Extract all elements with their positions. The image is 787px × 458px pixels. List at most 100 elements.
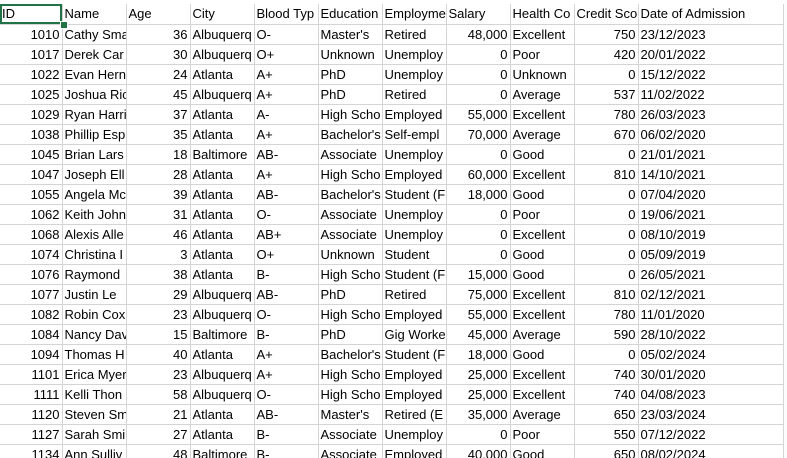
- cell-credit-score[interactable]: 0: [574, 244, 639, 265]
- cell-city[interactable]: Baltimore: [190, 444, 255, 458]
- cell-date-of-admission[interactable]: 20/01/2022: [638, 44, 784, 65]
- cell-age[interactable]: 23: [126, 364, 191, 385]
- cell-salary[interactable]: 70,000: [446, 124, 511, 145]
- cell-city[interactable]: Atlanta: [190, 344, 255, 365]
- cell-id[interactable]: 1101: [0, 364, 63, 385]
- cell-blood-type[interactable]: A+: [254, 64, 319, 85]
- cell-health-condition[interactable]: Excellent: [510, 104, 575, 125]
- cell-age[interactable]: 48: [126, 444, 191, 458]
- cell-education[interactable]: High Scho: [318, 384, 383, 405]
- cell-education[interactable]: High Scho: [318, 304, 383, 325]
- cell-blood-type[interactable]: B-: [254, 324, 319, 345]
- cell-name[interactable]: Nancy Dav: [62, 324, 127, 345]
- cell-id[interactable]: 1022: [0, 64, 63, 85]
- cell-date-of-admission[interactable]: 28/10/2022: [638, 324, 784, 345]
- cell-credit-score[interactable]: 590: [574, 324, 639, 345]
- cell-salary[interactable]: 0: [446, 424, 511, 445]
- header-cell-credit-score[interactable]: Credit Sco: [574, 4, 639, 25]
- cell-employment[interactable]: Employed: [382, 384, 447, 405]
- cell-health-condition[interactable]: Excellent: [510, 284, 575, 305]
- cell-age[interactable]: 58: [126, 384, 191, 405]
- cell-education[interactable]: High Scho: [318, 264, 383, 285]
- header-cell-blood-type[interactable]: Blood Typ: [254, 4, 319, 25]
- cell-salary[interactable]: 0: [446, 84, 511, 105]
- cell-employment[interactable]: Employed: [382, 364, 447, 385]
- cell-age[interactable]: 45: [126, 84, 191, 105]
- cell-health-condition[interactable]: Unknown: [510, 64, 575, 85]
- cell-blood-type[interactable]: O+: [254, 44, 319, 65]
- cell-date-of-admission[interactable]: 11/02/2022: [638, 84, 784, 105]
- cell-date-of-admission[interactable]: 08/02/2024: [638, 444, 784, 458]
- cell-credit-score[interactable]: 780: [574, 104, 639, 125]
- cell-employment[interactable]: Unemploy: [382, 424, 447, 445]
- cell-blood-type[interactable]: AB-: [254, 184, 319, 205]
- cell-id[interactable]: 1068: [0, 224, 63, 245]
- cell-blood-type[interactable]: AB+: [254, 224, 319, 245]
- cell-employment[interactable]: Employed: [382, 104, 447, 125]
- cell-blood-type[interactable]: B-: [254, 264, 319, 285]
- cell-city[interactable]: Albuquerq: [190, 284, 255, 305]
- cell-education[interactable]: Master's: [318, 24, 383, 45]
- header-cell-id[interactable]: ID: [0, 4, 63, 25]
- cell-education[interactable]: Unknown: [318, 244, 383, 265]
- cell-id[interactable]: 1055: [0, 184, 63, 205]
- cell-age[interactable]: 40: [126, 344, 191, 365]
- cell-date-of-admission[interactable]: 23/03/2024: [638, 404, 784, 425]
- cell-salary[interactable]: 0: [446, 144, 511, 165]
- cell-credit-score[interactable]: 740: [574, 384, 639, 405]
- cell-health-condition[interactable]: Average: [510, 124, 575, 145]
- cell-name[interactable]: Derek Car: [62, 44, 127, 65]
- cell-employment[interactable]: Employed: [382, 164, 447, 185]
- cell-salary[interactable]: 25,000: [446, 364, 511, 385]
- cell-id[interactable]: 1084: [0, 324, 63, 345]
- cell-salary[interactable]: 0: [446, 224, 511, 245]
- cell-id[interactable]: 1127: [0, 424, 63, 445]
- cell-salary[interactable]: 0: [446, 244, 511, 265]
- cell-age[interactable]: 38: [126, 264, 191, 285]
- cell-employment[interactable]: Student (F: [382, 344, 447, 365]
- cell-credit-score[interactable]: 537: [574, 84, 639, 105]
- cell-blood-type[interactable]: A-: [254, 104, 319, 125]
- cell-education[interactable]: Bachelor's: [318, 124, 383, 145]
- cell-name[interactable]: Angela Mc: [62, 184, 127, 205]
- cell-date-of-admission[interactable]: 15/12/2022: [638, 64, 784, 85]
- cell-age[interactable]: 18: [126, 144, 191, 165]
- cell-health-condition[interactable]: Poor: [510, 44, 575, 65]
- cell-name[interactable]: Ann Sulliv: [62, 444, 127, 458]
- cell-salary[interactable]: 35,000: [446, 404, 511, 425]
- cell-blood-type[interactable]: AB-: [254, 404, 319, 425]
- cell-education[interactable]: Bachelor's: [318, 184, 383, 205]
- cell-age[interactable]: 21: [126, 404, 191, 425]
- cell-credit-score[interactable]: 740: [574, 364, 639, 385]
- cell-date-of-admission[interactable]: 26/05/2021: [638, 264, 784, 285]
- cell-name[interactable]: Sarah Smi: [62, 424, 127, 445]
- cell-age[interactable]: 28: [126, 164, 191, 185]
- cell-credit-score[interactable]: 0: [574, 144, 639, 165]
- cell-city[interactable]: Atlanta: [190, 184, 255, 205]
- cell-city[interactable]: Atlanta: [190, 204, 255, 225]
- cell-date-of-admission[interactable]: 19/06/2021: [638, 204, 784, 225]
- cell-city[interactable]: Albuquerq: [190, 84, 255, 105]
- cell-health-condition[interactable]: Average: [510, 324, 575, 345]
- cell-health-condition[interactable]: Good: [510, 244, 575, 265]
- cell-blood-type[interactable]: O-: [254, 24, 319, 45]
- cell-education[interactable]: High Scho: [318, 164, 383, 185]
- cell-name[interactable]: Justin Le: [62, 284, 127, 305]
- cell-health-condition[interactable]: Excellent: [510, 164, 575, 185]
- cell-age[interactable]: 35: [126, 124, 191, 145]
- fill-handle[interactable]: [60, 21, 68, 29]
- cell-name[interactable]: Brian Lars: [62, 144, 127, 165]
- cell-id[interactable]: 1120: [0, 404, 63, 425]
- cell-salary[interactable]: 18,000: [446, 344, 511, 365]
- cell-education[interactable]: Associate: [318, 144, 383, 165]
- cell-employment[interactable]: Gig Worke: [382, 324, 447, 345]
- cell-employment[interactable]: Retired: [382, 284, 447, 305]
- cell-date-of-admission[interactable]: 11/01/2020: [638, 304, 784, 325]
- cell-employment[interactable]: Self-empl: [382, 124, 447, 145]
- cell-date-of-admission[interactable]: 26/03/2023: [638, 104, 784, 125]
- cell-date-of-admission[interactable]: 07/04/2020: [638, 184, 784, 205]
- cell-salary[interactable]: 18,000: [446, 184, 511, 205]
- cell-health-condition[interactable]: Good: [510, 184, 575, 205]
- cell-date-of-admission[interactable]: 08/10/2019: [638, 224, 784, 245]
- cell-date-of-admission[interactable]: 07/12/2022: [638, 424, 784, 445]
